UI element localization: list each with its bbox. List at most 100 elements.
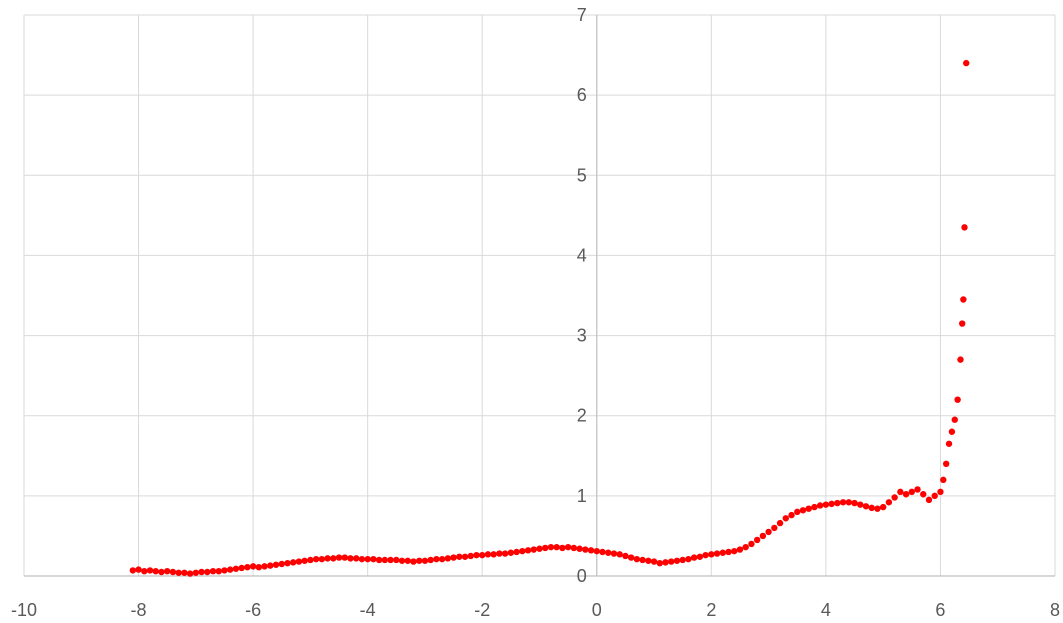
data-point [530,546,537,553]
x-tick-label: -4 [360,600,376,620]
data-point [312,555,320,563]
data-point [433,555,440,563]
data-point [690,554,698,561]
data-point [438,555,446,563]
data-point [891,494,898,501]
data-point [570,544,578,552]
data-point [925,496,933,504]
data-point [776,519,784,527]
data-point [902,491,910,498]
data-point [920,491,927,498]
data-point [353,555,360,562]
data-point [679,556,686,564]
data-point [685,555,692,563]
data-point [771,524,778,532]
x-tick-label: 0 [592,600,602,620]
data-point [507,549,515,556]
data-point [816,502,824,509]
data-point [232,565,240,572]
data-point [948,428,956,435]
data-point [668,558,675,565]
data-point [181,569,188,576]
data-point [940,476,947,484]
data-point [765,528,772,536]
data-point [959,320,966,327]
data-point [370,555,377,563]
data-point [564,543,572,551]
data-point [192,569,200,576]
data-point [587,547,595,554]
data-point [244,563,251,571]
data-point [186,570,194,577]
data-point [599,548,606,556]
data-point [290,559,297,566]
data-point [427,556,434,564]
data-point [404,557,411,564]
data-point [960,296,967,303]
y-tick-label: 7 [577,5,587,25]
data-point [931,492,938,500]
data-point [536,545,543,552]
data-point [582,546,589,553]
data-point [673,557,681,564]
data-point [828,500,835,508]
data-point [347,555,354,562]
data-point [479,551,486,559]
data-point [318,555,326,563]
data-point [467,552,474,560]
data-point [204,568,211,576]
data-point [885,499,893,506]
x-tick-label: 8 [1050,600,1060,620]
y-tick-label: 0 [577,566,587,586]
x-tick-label: 6 [935,600,945,620]
data-point [845,499,852,506]
data-point [295,558,303,565]
data-point [937,488,944,496]
data-point [215,567,222,575]
data-point [307,556,314,564]
data-point [163,567,171,575]
data-point [874,505,881,512]
x-tick-label: -8 [131,600,147,620]
data-point [879,503,887,511]
data-point [175,569,182,576]
data-point [129,567,137,574]
x-tick-label: 4 [821,600,831,620]
data-point [358,555,366,563]
data-point [398,557,406,564]
data-point [954,396,961,403]
data-point [456,553,463,560]
data-point [857,501,864,508]
data-point [381,556,389,564]
data-point [725,548,732,556]
data-point [461,553,469,560]
data-point [868,504,875,512]
data-point [605,549,612,556]
data-point [501,550,509,557]
data-point [650,558,658,565]
data-point [834,499,841,507]
data-point [576,545,583,552]
data-point [639,556,646,564]
y-tick-label: 3 [577,326,587,346]
axes [24,15,1055,577]
data-point [490,551,497,558]
data-point [839,499,847,506]
data-point [702,551,709,559]
data-point [227,566,234,573]
data-point [198,568,205,576]
data-point [324,555,331,562]
data-point [553,543,560,551]
data-point [267,562,274,569]
data-point [141,567,148,575]
data-point [335,554,343,561]
data-point [862,503,870,510]
data-point [238,564,245,572]
data-point [719,549,726,556]
data-point [450,554,457,561]
data-point [272,561,280,568]
data-point [851,499,858,507]
x-tick-label: 2 [706,600,716,620]
